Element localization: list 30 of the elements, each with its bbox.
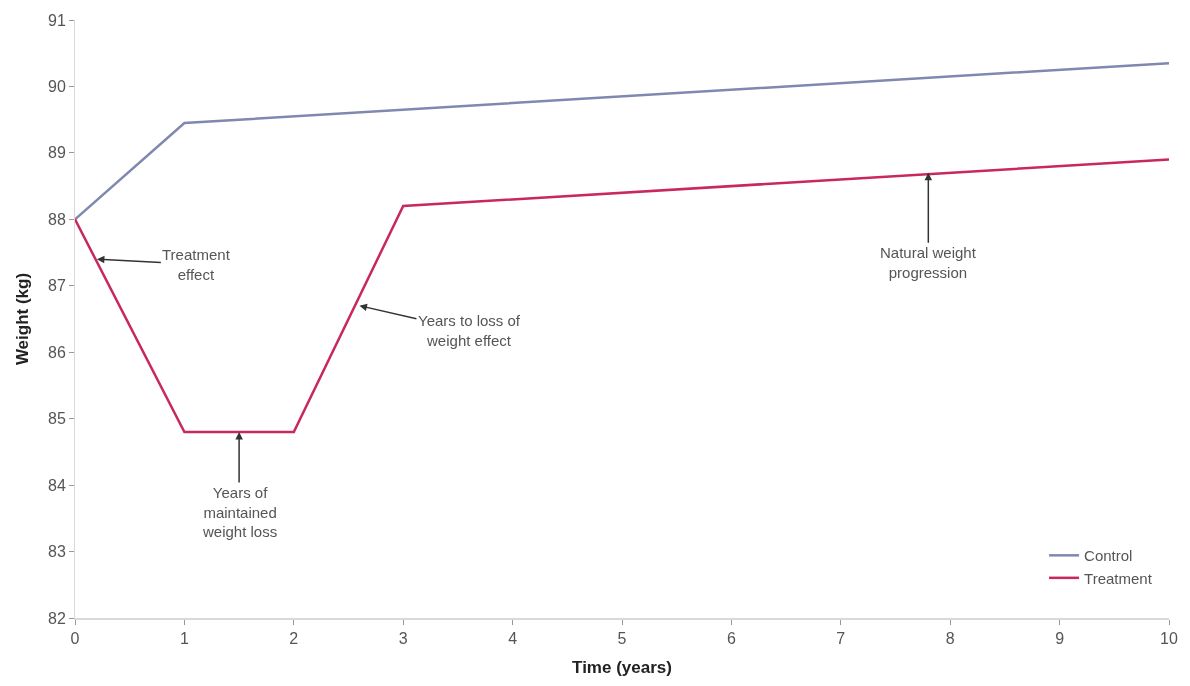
y-tick-label: 91 xyxy=(48,11,66,29)
y-tick-label: 88 xyxy=(48,210,66,228)
x-tick-label: 5 xyxy=(617,630,627,648)
x-tick-label: 9 xyxy=(1055,630,1065,648)
y-tick-label: 83 xyxy=(48,543,66,561)
x-tick-label: 3 xyxy=(398,630,408,648)
annotation: Treatment effect xyxy=(162,246,231,283)
y-tick-label: 90 xyxy=(48,78,66,96)
x-axis-title: Time (years) xyxy=(572,658,672,678)
y-tick-label: 87 xyxy=(48,277,66,295)
legend-label: Treatment xyxy=(1084,569,1153,587)
x-tick-label: 7 xyxy=(836,630,846,648)
line-series xyxy=(75,158,1169,434)
y-tick-label: 82 xyxy=(48,609,66,627)
x-tick-label: 0 xyxy=(70,630,80,648)
y-tick-label: 89 xyxy=(48,144,66,162)
y-tick-label: 85 xyxy=(48,410,66,428)
y-tick-label: 86 xyxy=(48,343,66,361)
x-tick-label: 10 xyxy=(1160,630,1178,648)
annotation: Natural weight progression xyxy=(880,244,977,281)
x-tick-label: 6 xyxy=(726,630,736,648)
annotation: Years of maintained weight loss xyxy=(202,484,278,540)
legend-label: Control xyxy=(1084,547,1133,565)
annotation: Years to loss of weight effect xyxy=(418,312,521,349)
x-tick-label: 2 xyxy=(289,630,299,648)
y-tick-label: 84 xyxy=(48,476,66,494)
y-axis-title: Weight (kg) xyxy=(12,272,32,366)
x-tick-label: 1 xyxy=(179,630,189,648)
x-tick-label: 8 xyxy=(945,630,955,648)
x-tick-label: 4 xyxy=(508,630,518,648)
